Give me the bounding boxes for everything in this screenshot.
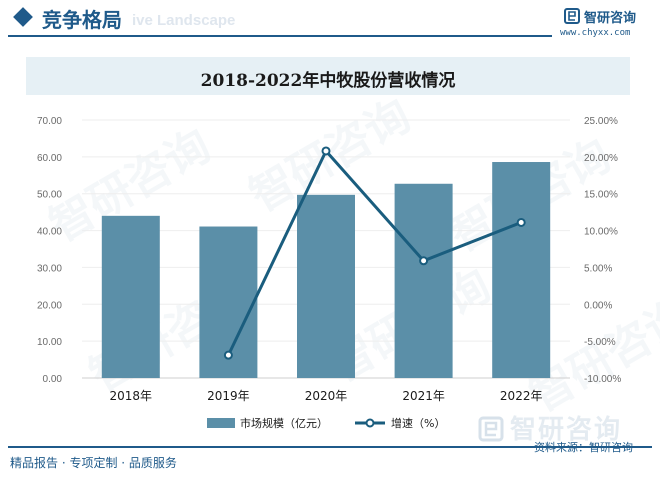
header-rule (8, 35, 552, 37)
legend-bar-swatch (207, 418, 235, 428)
brand-logo-icon (564, 8, 580, 24)
x-category-label: 2020年 (305, 389, 348, 403)
brand-url: www.chyxx.com (560, 28, 631, 38)
y-right-tick-label: -5.00% (584, 337, 616, 348)
y-right-tick-label: 10.00% (584, 227, 618, 238)
line-point (321, 146, 331, 156)
line-point (223, 350, 233, 360)
bar (394, 183, 453, 378)
x-category-label: 2019年 (207, 389, 250, 403)
footer-logo-icon (478, 416, 504, 442)
section-title: 竞争格局 (42, 8, 122, 32)
line-point (419, 256, 429, 266)
legend-line-label: 增速（%） (391, 416, 445, 430)
chart-title-bar: 2018-2022年中牧股份营收情况 (26, 57, 630, 95)
y-right-tick-label: 25.00% (584, 116, 618, 127)
y-left-tick-label: 20.00 (37, 300, 62, 311)
tagline: 精品报告 · 专项定制 · 品质服务 (10, 456, 177, 470)
legend-bar-label: 市场规模（亿元） (240, 416, 328, 430)
y-right-tick-label: -10.00% (584, 374, 621, 385)
bar (101, 215, 160, 378)
y-left-tick-label: 60.00 (37, 153, 62, 164)
bar (297, 194, 355, 378)
y-left-tick-label: 70.00 (37, 116, 62, 127)
x-category-label: 2022年 (500, 389, 543, 403)
x-category-label: 2021年 (402, 389, 445, 403)
y-left-tick-label: 50.00 (37, 190, 62, 201)
footer-rule (8, 446, 652, 448)
line-point (516, 217, 526, 227)
y-left-tick-label: 40.00 (37, 227, 62, 238)
y-right-tick-label: 15.00% (584, 190, 618, 201)
y-right-tick-label: 5.00% (584, 263, 612, 274)
footer-brand: 智研咨询 (510, 415, 623, 445)
y-left-tick-label: 10.00 (37, 337, 62, 348)
y-left-tick-label: 30.00 (37, 263, 62, 274)
section-subtitle-bg: ive Landscape (132, 12, 236, 29)
legend-line-marker (365, 418, 375, 428)
y-right-tick-label: 0.00% (584, 300, 612, 311)
growth-line (227, 149, 522, 356)
y-right-tick-label: 20.00% (584, 153, 618, 164)
chart-title: 2018-2022年中牧股份营收情况 (200, 71, 456, 91)
y-left-tick-label: 0.00 (43, 374, 63, 385)
brand-name: 智研咨询 (584, 11, 637, 26)
header: 竞争格局 ive Landscape 智研咨询 www.chyxx.com (0, 0, 660, 40)
bar (492, 162, 551, 378)
x-category-label: 2018年 (110, 389, 153, 403)
